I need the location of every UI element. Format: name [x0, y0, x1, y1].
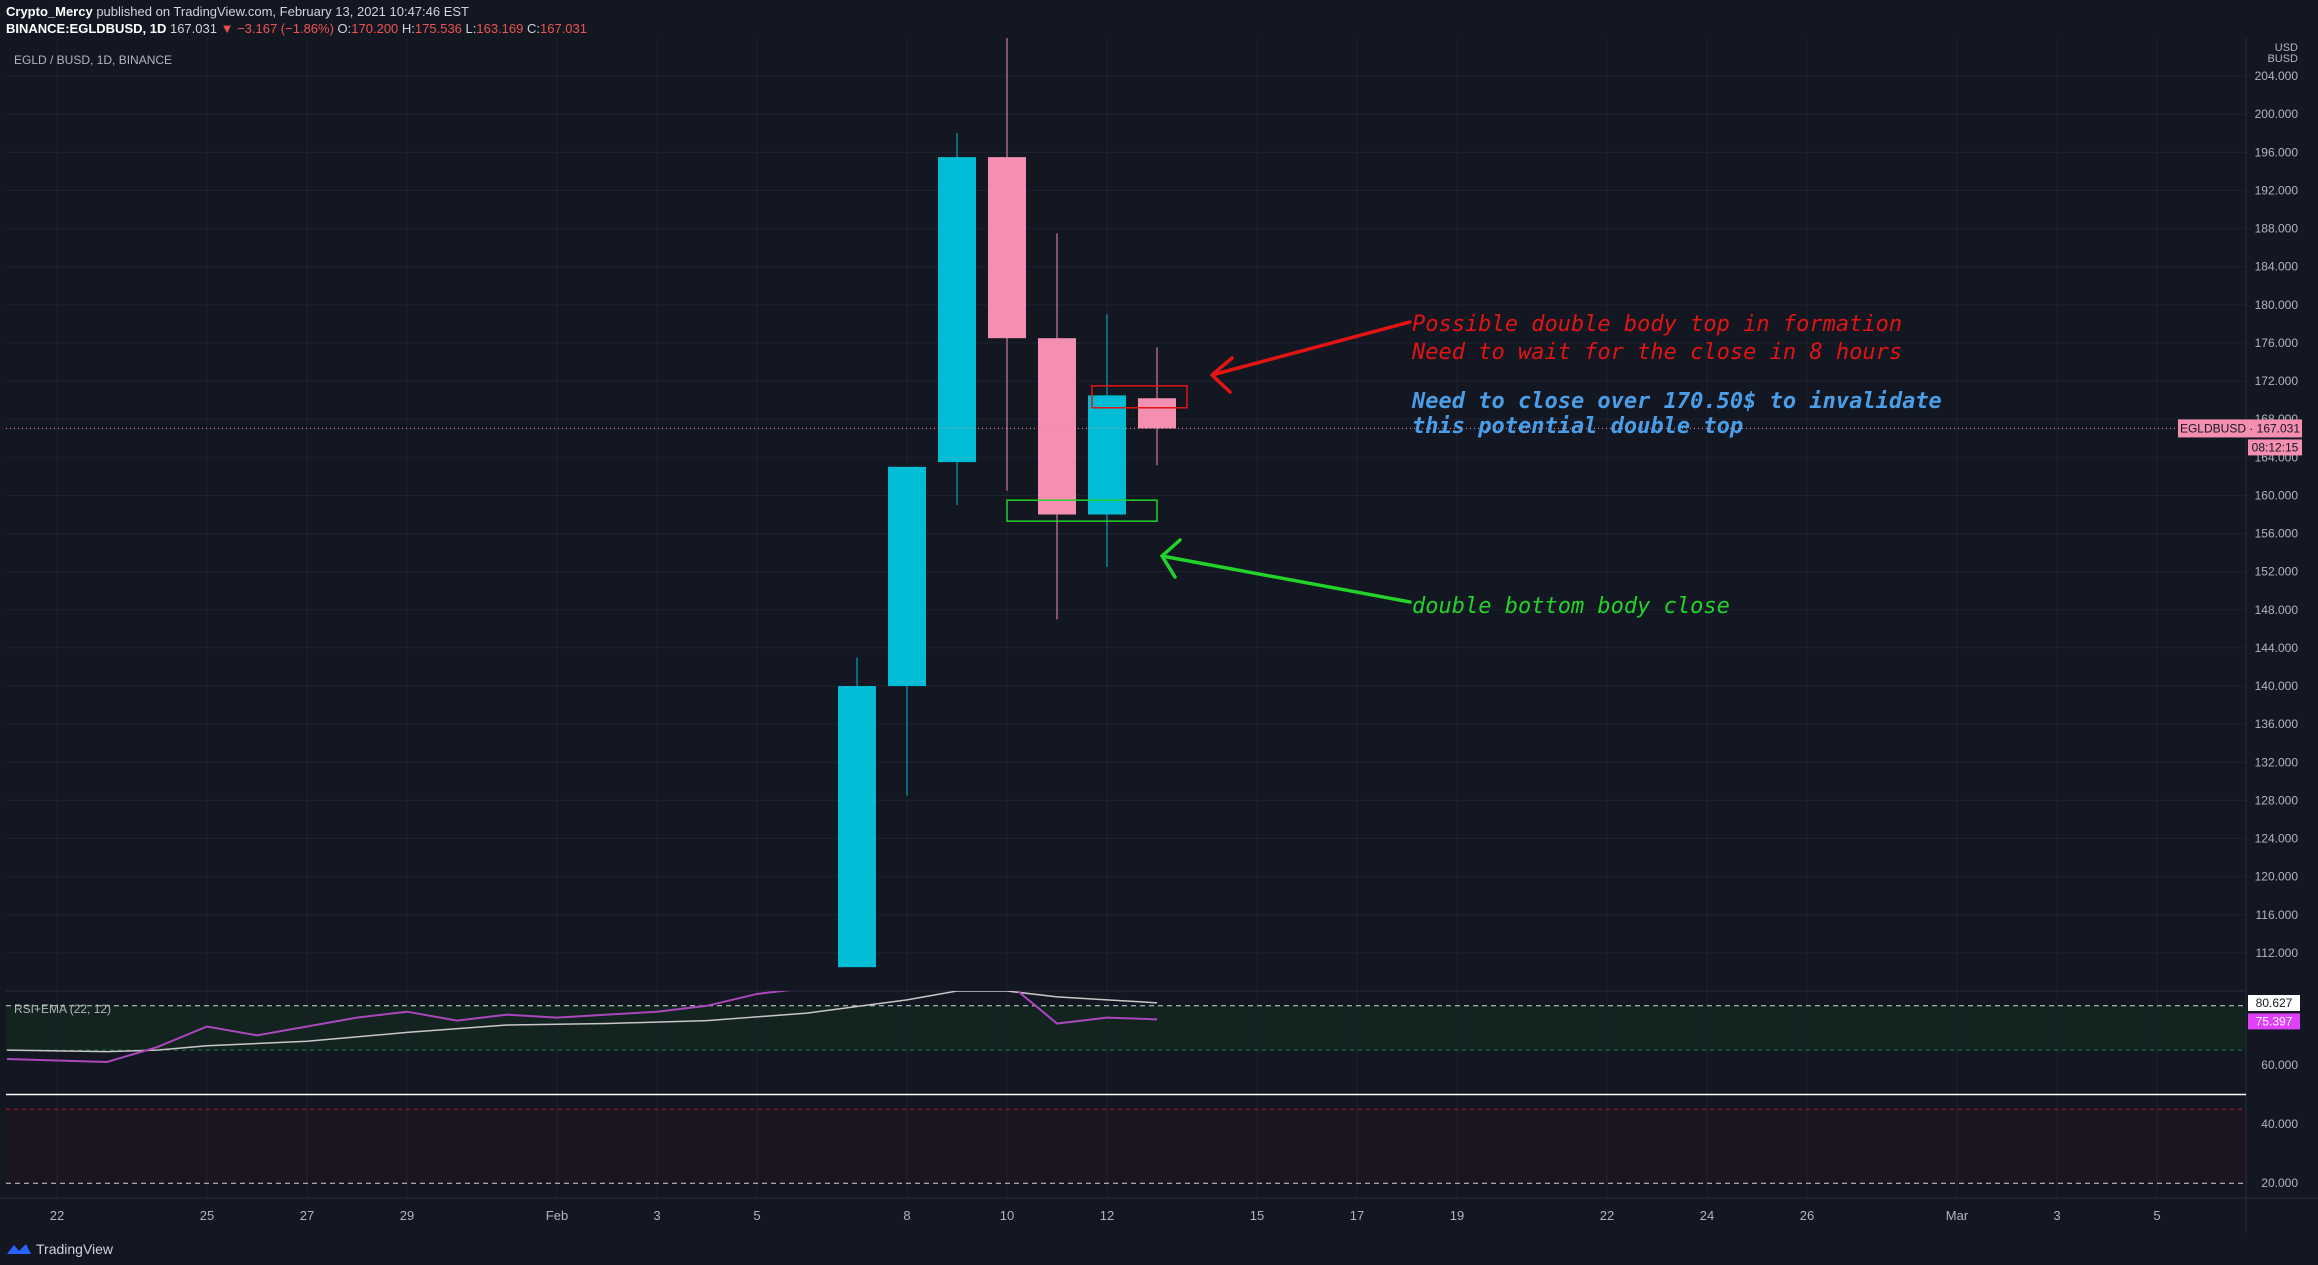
price-tick-label: 136.000	[2255, 717, 2299, 731]
price-tick-label: 144.000	[2255, 641, 2299, 655]
price-tick-label: 148.000	[2255, 603, 2299, 617]
time-tick-label: 26	[1800, 1208, 1814, 1223]
candle-bearish[interactable]	[1038, 338, 1076, 515]
candle-bullish[interactable]	[838, 686, 876, 968]
price-tick-label: 188.000	[2255, 222, 2299, 236]
price-tick-label: 160.000	[2255, 488, 2299, 502]
annotation-top-line2[interactable]: Need to wait for the close in 8 hours	[1411, 340, 1902, 365]
close-value: 167.031	[540, 21, 587, 36]
price-tick-label: 196.000	[2255, 145, 2299, 159]
price-tick-label: 116.000	[2256, 908, 2299, 922]
last-price-badge[interactable]	[2178, 419, 2302, 438]
time-tick-label: 5	[2153, 1208, 2160, 1223]
chart-title: EGLD / BUSD, 1D, BINANCE	[14, 53, 172, 67]
last-price-badge-text: EGLDBUSD · 167.031	[2180, 421, 2300, 435]
annotation-blue-line2[interactable]: this potential double top	[1412, 414, 1743, 439]
time-tick-label: 29	[400, 1208, 414, 1223]
open-label: O:	[337, 21, 352, 36]
rsi-oversold-zone	[6, 1109, 2246, 1184]
rsi-tick-label: 20.000	[2261, 1176, 2298, 1190]
red-arrow[interactable]	[1210, 320, 1412, 394]
price-tick-label: 140.000	[2255, 679, 2299, 693]
rsi-tick-label: 60.000	[2261, 1058, 2298, 1072]
ema-value-text: 80.627	[2256, 996, 2293, 1010]
tradingview-logo-icon	[7, 1244, 31, 1254]
brand-text: TradingView	[36, 1241, 114, 1257]
time-tick-label: 27	[300, 1208, 314, 1223]
price-tick-label: 128.000	[2255, 793, 2299, 807]
time-tick-label: 15	[1250, 1208, 1264, 1223]
publish-info: Crypto_Mercy published on TradingView.co…	[6, 4, 469, 19]
last-price-value: 167.031	[169, 21, 217, 36]
price-tick-label: 180.000	[2255, 298, 2299, 312]
low-label: L:	[465, 21, 477, 36]
price-tick-label: 152.000	[2255, 565, 2299, 579]
time-tick-label: 19	[1450, 1208, 1464, 1223]
price-chart[interactable]: 204.000 200.000 196.000 192.000 188.000 184.0…	[0, 0, 2318, 1233]
price-tick-label: 172.000	[2255, 374, 2299, 388]
time-tick-label: 24	[1700, 1208, 1714, 1223]
low-value: 163.169	[476, 21, 524, 36]
time-tick-label: Feb	[546, 1208, 568, 1223]
open-value: 170.200	[351, 21, 399, 36]
time-tick-label: 12	[1100, 1208, 1114, 1223]
footer: TradingView	[0, 1233, 2318, 1265]
time-tick-label: 22	[1600, 1208, 1614, 1223]
rsi-value-badge	[2248, 1013, 2300, 1030]
candle-bullish[interactable]	[888, 466, 926, 687]
high-label: H:	[401, 21, 415, 36]
candle-bearish[interactable]	[1138, 398, 1176, 429]
rsi-line	[6, 991, 1158, 1063]
time-tick-label: 10	[1000, 1208, 1014, 1223]
ohlc-legend: BINANCE:EGLDBUSD, 1D 167.031 ▼ −3.167 (−…	[6, 21, 587, 36]
time-tick-label: 8	[903, 1208, 910, 1223]
time-tick-label: 3	[2053, 1208, 2060, 1223]
candle-bullish[interactable]	[938, 157, 976, 463]
annotation-bottom[interactable]: double bottom body close	[1412, 594, 1730, 619]
price-tick-label: 204.000	[2255, 69, 2299, 83]
price-tick-label: 184.000	[2255, 260, 2299, 274]
price-tick-label: 112.000	[2256, 946, 2299, 960]
rsi-value-text: 75.397	[2256, 1014, 2293, 1028]
price-tick-label: 192.000	[2255, 183, 2299, 197]
time-tick-label: 5	[753, 1208, 760, 1223]
author-name[interactable]: Crypto_Mercy	[6, 4, 93, 19]
price-tick-label: 120.000	[2255, 870, 2299, 884]
high-value: 175.536	[414, 21, 462, 36]
chart-header: Crypto_Mercy published on TradingView.co…	[0, 0, 2318, 38]
tradingview-brand[interactable]: TradingView	[6, 1241, 113, 1257]
ema-line	[6, 991, 1158, 1053]
plot-background	[0, 38, 2246, 1233]
time-tick-label: Mar	[1946, 1208, 1969, 1223]
time-tick-label: 17	[1350, 1208, 1364, 1223]
price-tick-label: 200.000	[2255, 107, 2299, 121]
candle-bearish[interactable]	[988, 157, 1026, 339]
price-unit-label: BUSD	[2267, 53, 2298, 65]
candles-group	[838, 38, 1176, 968]
rsi-tick-label: 40.000	[2261, 1117, 2298, 1131]
price-tick-label: 124.000	[2255, 832, 2299, 846]
symbol-label[interactable]: BINANCE:EGLDBUSD, 1D	[6, 21, 167, 36]
price-tick-label: 132.000	[2255, 755, 2299, 769]
ema-value-badge	[2248, 995, 2300, 1012]
close-label: C:	[527, 21, 540, 36]
double-bottom-box[interactable]	[1006, 499, 1158, 522]
price-tick-label: 156.000	[2255, 527, 2299, 541]
time-tick-label: 3	[653, 1208, 660, 1223]
candle-bullish[interactable]	[1088, 395, 1126, 515]
countdown-badge	[2248, 439, 2302, 456]
countdown-text: 08:12:15	[2252, 440, 2299, 454]
rsi-title: RSI+EMA (22, 12)	[14, 1002, 111, 1016]
double-top-box[interactable]	[1091, 385, 1188, 409]
price-unit-label: USD	[2275, 42, 2298, 54]
price-tick-label: 176.000	[2255, 336, 2299, 350]
time-tick-label: 25	[200, 1208, 214, 1223]
price-change: ▼ −3.167 (−1.86%)	[220, 21, 334, 36]
time-tick-label: 22	[50, 1208, 64, 1223]
annotation-top-line1[interactable]: Possible double body top in formation	[1412, 312, 1902, 337]
annotation-blue-line1[interactable]: Need to close over 170.50$ to invalidate	[1411, 389, 1942, 414]
green-arrow[interactable]	[1160, 538, 1412, 604]
rsi-overbought-zone	[6, 1005, 2246, 1051]
publish-text: published on TradingView.com, February 1…	[96, 4, 469, 19]
